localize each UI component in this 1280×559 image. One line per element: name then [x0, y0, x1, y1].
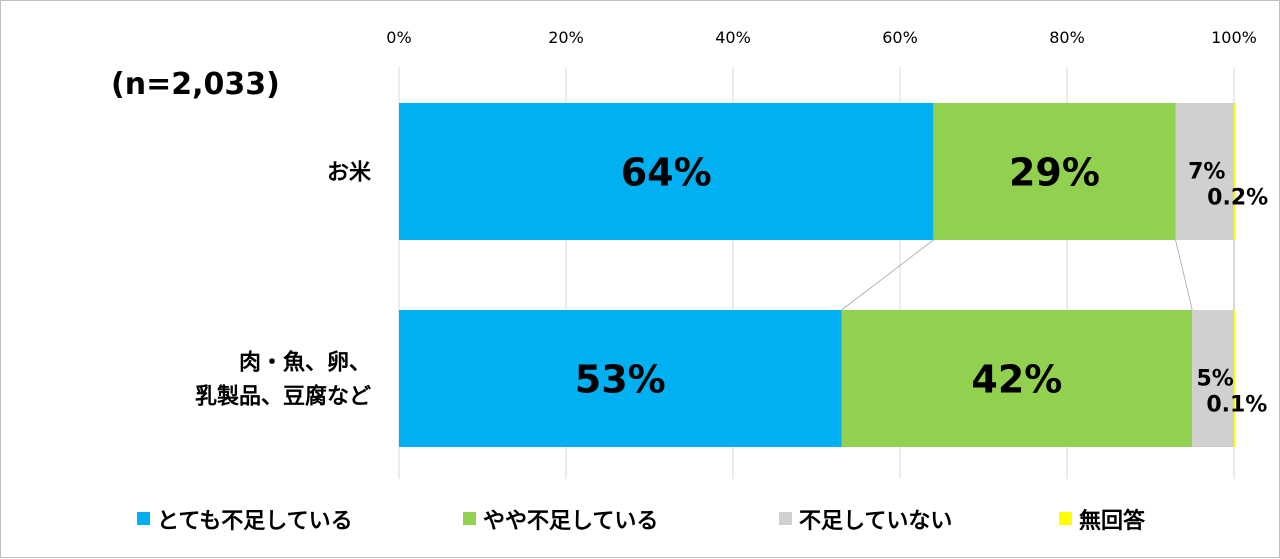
category-label: 肉・魚、卵、: [239, 350, 371, 376]
series-connector: [1175, 239, 1193, 311]
sample-size-note: (n=2,033): [111, 67, 280, 102]
data-label: 5%: [1196, 367, 1233, 392]
bar-segment: [1234, 103, 1236, 240]
bar-segment: [1234, 310, 1235, 447]
bar-segment: [399, 310, 842, 447]
legend-swatch: [137, 512, 150, 525]
data-label: 64%: [621, 151, 712, 195]
bar-segment: [1192, 310, 1234, 447]
data-label: 42%: [971, 358, 1062, 402]
legend-swatch: [463, 512, 476, 525]
legend-swatch: [1059, 512, 1072, 525]
x-tick-label: 60%: [882, 28, 918, 47]
category-label: 乳製品、豆腐など: [195, 384, 371, 410]
legend-label: 無回答: [1079, 508, 1146, 534]
x-tick-label: 100%: [1211, 28, 1257, 47]
data-label: 0.1%: [1206, 393, 1267, 418]
data-label: 53%: [575, 358, 666, 402]
series-connector: [841, 239, 934, 311]
bar-segment: [841, 310, 1193, 447]
legend-label: やや不足している: [483, 509, 658, 534]
x-tick-label: 20%: [548, 28, 584, 47]
category-label: お米: [327, 161, 372, 186]
x-tick-label: 40%: [715, 28, 751, 47]
legend-swatch: [779, 512, 792, 525]
bar-segment: [399, 103, 934, 240]
legend-label: 不足していない: [799, 509, 952, 534]
bar-segment: [1175, 103, 1234, 240]
x-tick-label: 80%: [1049, 28, 1085, 47]
x-tick-label: 0%: [386, 28, 411, 47]
data-label: 7%: [1188, 160, 1225, 185]
data-label: 29%: [1009, 151, 1100, 195]
data-label: 0.2%: [1207, 186, 1268, 211]
legend-label: とても不足している: [157, 509, 353, 534]
bar-segment: [933, 103, 1176, 240]
